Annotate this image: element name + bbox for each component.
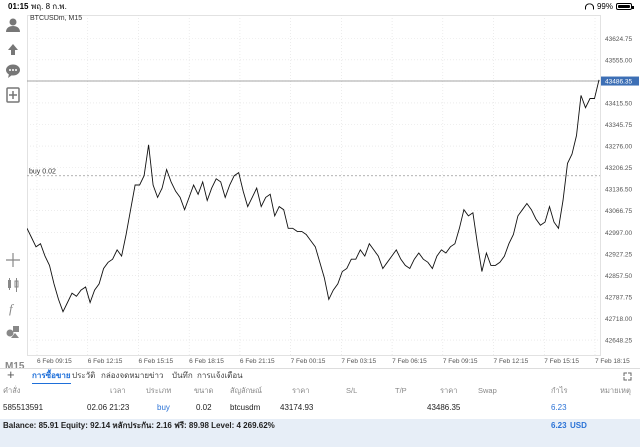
x-tick-label: 7 Feb 06:15 <box>392 358 427 365</box>
plot-frame <box>27 15 601 356</box>
indicators-icon[interactable]: f <box>5 300 21 316</box>
symbol-label: BTCUSDm, M15 <box>30 15 82 22</box>
profit-currency: USD <box>570 421 587 430</box>
status-time: 01:15 <box>8 2 29 11</box>
x-tick-label: 6 Feb 21:15 <box>240 358 275 365</box>
tab-journal[interactable]: บันทึก <box>172 371 193 380</box>
expand-icon[interactable] <box>623 372 632 381</box>
wifi-icon <box>584 3 594 10</box>
x-tick-label: 7 Feb 12:15 <box>494 358 529 365</box>
total-profit: 6.23 <box>551 421 567 430</box>
svg-text:f: f <box>9 301 15 316</box>
current-price-badge <box>601 76 639 86</box>
row-order: 585513591 <box>3 403 44 412</box>
y-tick-label: 42718.00 <box>605 316 632 323</box>
row-profit: 6.23 <box>551 403 567 412</box>
x-tick-label: 7 Feb 00:15 <box>291 358 326 365</box>
status-right: 99% <box>584 0 634 13</box>
chart-grid <box>27 15 601 356</box>
y-tick-label: 43624.75 <box>605 36 632 43</box>
row-volume: 0.02 <box>196 403 212 412</box>
tab-trade[interactable]: การซื้อขาย <box>32 369 71 384</box>
order-line-label: buy 0.02 <box>29 169 56 176</box>
header-volume: ขนาด <box>194 386 214 395</box>
row-time: 02.06 21:23 <box>87 403 130 412</box>
y-tick-label: 43415.50 <box>605 100 632 107</box>
x-tick-label: 6 Feb 15:15 <box>138 358 173 365</box>
header-swap: Swap <box>478 386 497 395</box>
header-price: ราคา <box>440 386 458 395</box>
status-bar: 01:15 พฤ. 8 ก.พ. 99% <box>0 0 640 13</box>
x-tick-label: 6 Feb 12:15 <box>88 358 123 365</box>
header-type: ประเภท <box>146 386 172 395</box>
balance-summary: Balance: 85.91 Equity: 92.14 หลักประกัน:… <box>3 421 275 430</box>
x-tick-label: 6 Feb 18:15 <box>189 358 224 365</box>
y-tick-label: 42857.50 <box>605 273 632 280</box>
price-series-line <box>27 79 600 313</box>
objects-icon[interactable] <box>5 323 21 339</box>
chart-canvas[interactable]: 6 Feb 09:15 6 Feb 12:15 6 Feb 15:15 6 Feb 1… <box>27 13 640 368</box>
battery-icon <box>616 3 634 10</box>
x-tick-label: 7 Feb 03:15 <box>341 358 376 365</box>
header-symbol: สัญลักษณ์ <box>230 386 263 395</box>
chart-type-icon[interactable] <box>5 276 21 292</box>
add-icon[interactable]: + <box>7 367 15 382</box>
x-tick-label: 7 Feb 09:15 <box>443 358 478 365</box>
header-sl: S/L <box>346 386 358 395</box>
current-price-value: 43486.35 <box>605 78 632 85</box>
header-profit: กำไร <box>551 386 568 395</box>
chat-icon[interactable] <box>5 63 21 79</box>
account-icon[interactable] <box>5 17 21 33</box>
position-row[interactable]: 585513591 02.06 21:23 buy 0.02 btcusdm 4… <box>0 397 640 419</box>
new-order-icon[interactable] <box>5 87 21 103</box>
header-tp: T/P <box>395 386 407 395</box>
y-tick-label: 42648.25 <box>605 338 632 345</box>
x-tick-label: 7 Feb 18:15 <box>595 358 630 365</box>
y-tick-label: 43276.00 <box>605 144 632 151</box>
y-tick-label: 42997.00 <box>605 230 632 237</box>
tab-news[interactable]: ข่าว <box>149 371 164 380</box>
header-order: คำสั่ง <box>3 386 21 395</box>
balance-bar: Balance: 85.91 Equity: 92.14 หลักประกัน:… <box>0 419 640 447</box>
header-comment: หมายเหตุ <box>600 386 631 395</box>
header-time: เวลา <box>110 386 126 395</box>
y-tick-label: 42787.75 <box>605 294 632 301</box>
row-current-price: 43486.35 <box>427 403 461 412</box>
positions-header: คำสั่ง เวลา ประเภท ขนาด สัญลักษณ์ ราคา S… <box>0 384 640 397</box>
y-tick-label: 43345.75 <box>605 122 632 129</box>
trade-icon[interactable] <box>5 40 21 56</box>
tab-mailbox[interactable]: กล่องจดหมาย <box>101 371 150 380</box>
battery-percent: 99% <box>596 2 613 11</box>
row-symbol: btcusdm <box>230 403 261 412</box>
row-open-price: 43174.93 <box>280 403 314 412</box>
y-axis-ticks: 43624.75 43555.00 43486.35 43415.50 43345.75… <box>605 36 632 345</box>
status-date: พฤ. 8 ก.พ. <box>31 2 67 11</box>
bottom-tabs-bar: + การซื้อขาย ประวัติ กล่องจดหมาย ข่าว บั… <box>0 367 640 384</box>
tab-history[interactable]: ประวัติ <box>72 371 96 380</box>
y-tick-label: 42927.25 <box>605 251 632 258</box>
y-tick-label: 43136.50 <box>605 187 632 194</box>
x-axis-ticks: 6 Feb 09:15 6 Feb 12:15 6 Feb 15:15 6 Feb 1… <box>37 358 630 365</box>
y-tick-label: 43555.00 <box>605 57 632 64</box>
x-tick-label: 6 Feb 09:15 <box>37 358 72 365</box>
x-tick-label: 7 Feb 15:15 <box>544 358 579 365</box>
left-toolbar: f M15 <box>0 13 27 395</box>
y-tick-label: 43066.75 <box>605 208 632 215</box>
tab-alerts[interactable]: การแจ้งเตือน <box>197 371 243 380</box>
row-type: buy <box>157 403 170 412</box>
header-open-price: ราคา <box>292 386 310 395</box>
timeframe-label[interactable]: M15 <box>5 361 25 372</box>
crosshair-icon[interactable] <box>5 252 21 268</box>
y-tick-label: 43206.25 <box>605 165 632 172</box>
price-chart[interactable]: 6 Feb 09:15 6 Feb 12:15 6 Feb 15:15 6 Feb 1… <box>27 13 640 368</box>
